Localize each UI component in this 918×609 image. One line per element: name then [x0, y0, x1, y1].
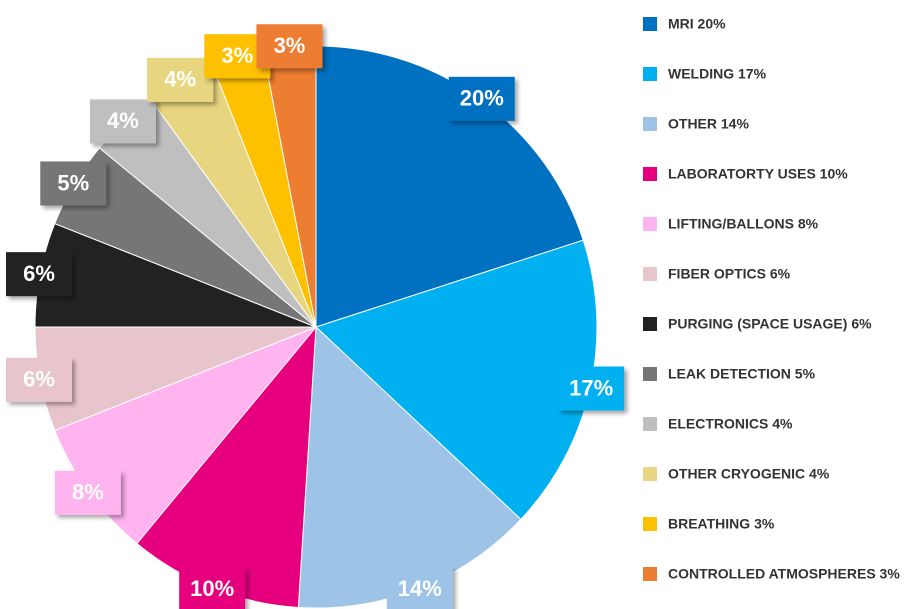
legend-swatch: [643, 267, 657, 281]
data-label: 10%: [190, 576, 234, 601]
legend-text: OTHER CRYOGENIC 4%: [668, 466, 830, 482]
data-label-box: 17%: [558, 366, 625, 411]
label-background: [386, 567, 453, 609]
label-background: [256, 24, 323, 69]
label-background: [5, 252, 72, 297]
data-label-box: 4%: [147, 57, 214, 102]
legend-swatch: [643, 417, 657, 431]
legend-text: LIFTING/BALLONS 8%: [668, 216, 819, 232]
data-label-box: 3%: [256, 24, 323, 69]
label-background: [5, 357, 72, 402]
data-label-box: 6%: [5, 357, 72, 402]
data-label: 4%: [107, 108, 139, 133]
data-label: 20%: [460, 86, 504, 111]
legend-swatch: [643, 217, 657, 231]
legend-swatch: [643, 467, 657, 481]
legend-text: OTHER 14%: [668, 116, 749, 132]
legend-swatch: [643, 367, 657, 381]
label-background: [448, 76, 515, 121]
label-background: [179, 567, 246, 609]
legend-swatch: [643, 567, 657, 581]
legend-text: WELDING 17%: [668, 66, 767, 82]
legend-swatch: [643, 67, 657, 81]
data-label-box: 3%: [204, 34, 271, 79]
data-label: 6%: [23, 367, 55, 392]
legend-text: PURGING (SPACE USAGE) 6%: [668, 316, 872, 332]
legend-text: CONTROLLED ATMOSPHERES 3%: [668, 566, 900, 582]
legend-text: LABORATORTY USES 10%: [668, 166, 848, 182]
label-background: [89, 99, 156, 144]
legend-text: MRI 20%: [668, 16, 726, 32]
legend-swatch: [643, 517, 657, 531]
label-background: [558, 366, 625, 411]
legend-text: ELECTRONICS 4%: [668, 416, 793, 432]
legend-swatch: [643, 167, 657, 181]
data-label-box: 10%: [179, 567, 246, 609]
legend-swatch: [643, 117, 657, 131]
legend-text: LEAK DETECTION 5%: [668, 366, 816, 382]
label-background: [54, 470, 121, 515]
legend-text: FIBER OPTICS 6%: [668, 266, 791, 282]
data-label: 6%: [23, 261, 55, 286]
data-label: 4%: [164, 67, 196, 92]
data-label: 5%: [57, 170, 89, 195]
data-label-box: 5%: [40, 161, 107, 206]
label-background: [147, 57, 214, 102]
data-label: 3%: [274, 33, 306, 58]
data-label: 17%: [569, 375, 613, 400]
legend-text: BREATHING 3%: [668, 516, 775, 532]
data-label-box: 8%: [54, 470, 121, 515]
data-label-box: 20%: [448, 76, 515, 121]
data-label: 3%: [221, 43, 253, 68]
data-label-box: 14%: [386, 567, 453, 609]
legend-swatch: [643, 17, 657, 31]
data-label: 14%: [398, 576, 442, 601]
legend-swatch: [643, 317, 657, 331]
data-label-box: 6%: [5, 252, 72, 297]
label-background: [40, 161, 107, 206]
data-label-box: 4%: [89, 99, 156, 144]
data-label: 8%: [72, 480, 104, 505]
